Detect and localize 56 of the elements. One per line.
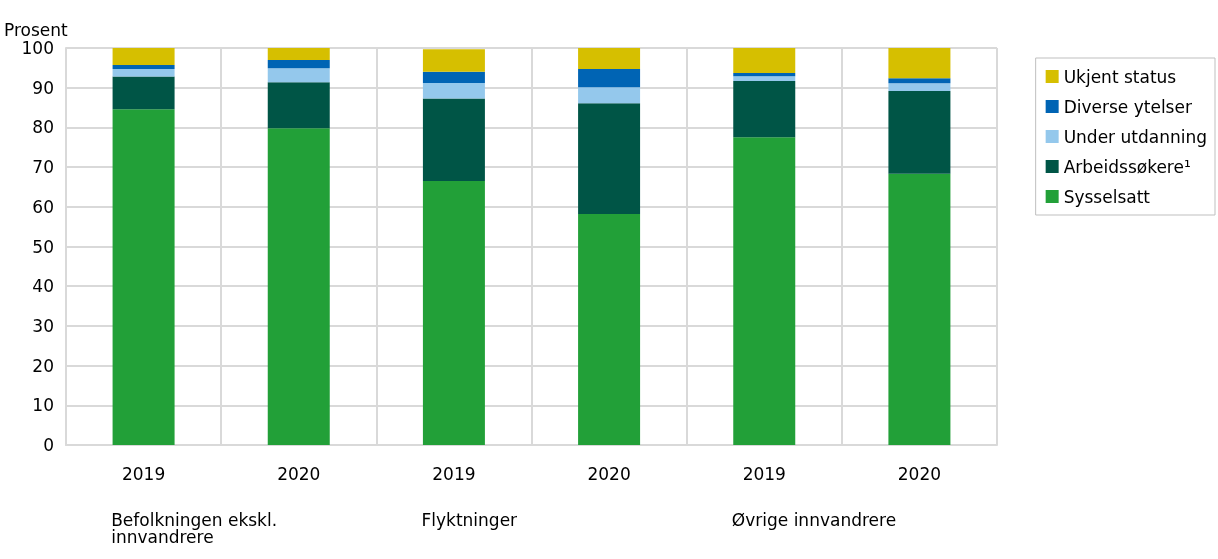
bar [888, 173, 951, 445]
bar [267, 82, 330, 129]
legend-label: Diverse ytelser [1063, 96, 1192, 117]
text: Øvrige innvandrere [731, 509, 897, 530]
bar [112, 65, 175, 70]
bar [733, 73, 796, 77]
y-tick-label: 40 [32, 276, 54, 297]
legend-label: Ukjent status [1063, 66, 1177, 87]
y-tick-label: 100 [21, 38, 54, 58]
legend-label: Arbeidssøkere¹ [1063, 156, 1191, 177]
y-tick-label: 80 [32, 117, 54, 138]
bar [112, 69, 175, 77]
bar [578, 48, 641, 70]
bar [578, 69, 641, 88]
y-tick-label: 60 [32, 196, 54, 217]
x-tick-label: 2020 [897, 463, 942, 484]
legend-label: Under utdanning [1063, 126, 1208, 147]
bar [267, 59, 330, 69]
y-tick-label: 90 [32, 77, 54, 98]
y-tick-label: 20 [32, 355, 54, 376]
text: Befolkningen ekskl. innvandrere [111, 509, 283, 547]
bar [112, 48, 175, 66]
bar [888, 90, 951, 174]
bar [733, 80, 796, 138]
x-tick-label: 2019 [121, 463, 166, 484]
bar [422, 71, 485, 83]
x-tick-label: 2020 [587, 463, 631, 484]
bar [888, 78, 951, 84]
bar [578, 213, 641, 445]
bar [888, 83, 951, 91]
legend-label: Sysselsatt [1063, 186, 1151, 207]
bar [733, 48, 796, 74]
bar [422, 98, 485, 181]
y-tick-label: 0 [43, 435, 54, 455]
bar [578, 87, 641, 104]
bar [578, 103, 641, 214]
bar [733, 137, 796, 445]
bar [422, 49, 485, 72]
bar [112, 109, 175, 445]
x-tick-label: 2019 [742, 463, 786, 484]
bar [267, 128, 330, 445]
bar [112, 76, 175, 110]
bar [422, 181, 485, 445]
y-tick-label: 70 [32, 157, 54, 178]
x-tick-label: 2019 [432, 463, 476, 484]
y-tick-label: 50 [32, 236, 54, 257]
bar [888, 48, 951, 79]
bar [267, 48, 330, 60]
bar [733, 76, 796, 81]
y-tick-label: 30 [32, 315, 54, 336]
bar [267, 68, 330, 83]
bar [422, 82, 485, 99]
y-tick-label: 10 [32, 395, 54, 416]
y-axis-title: Prosent [4, 19, 69, 40]
text: Flyktninger [421, 509, 518, 530]
x-tick-label: 2020 [277, 463, 321, 484]
